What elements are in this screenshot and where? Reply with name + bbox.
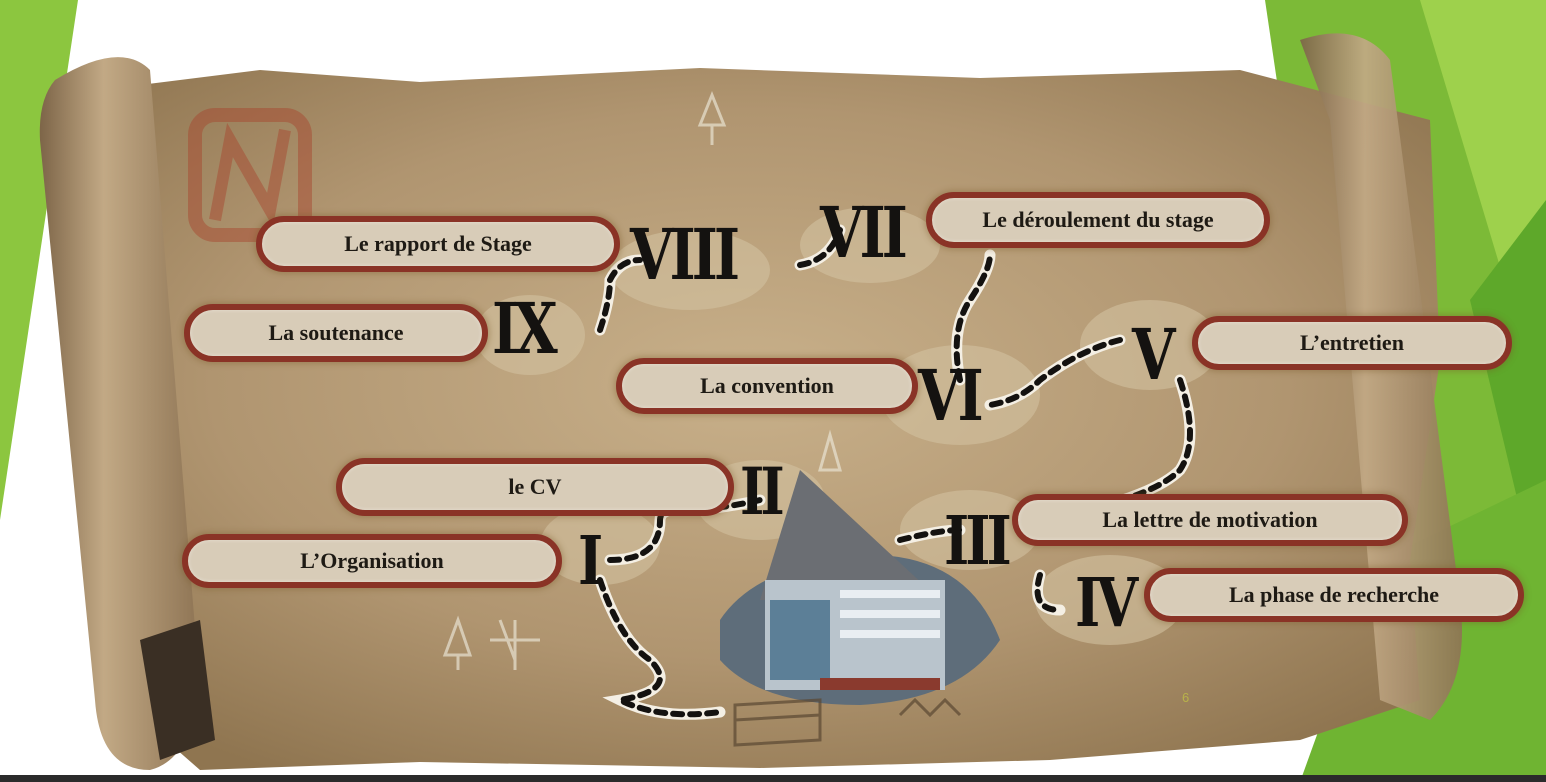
building-photo — [720, 470, 1000, 705]
step-label-deroulement-stage[interactable]: Le déroulement du stage — [926, 192, 1270, 248]
page-number: 6 — [1182, 690, 1190, 705]
bottom-bar — [0, 775, 1546, 782]
step-numeral-ix: IX — [492, 288, 558, 371]
step-label-entretien[interactable]: L’entretien — [1192, 316, 1512, 370]
step-numeral-v: V — [1132, 314, 1175, 397]
step-numeral-viii: VIII — [630, 214, 740, 297]
step-numeral-vi: VI — [918, 355, 984, 438]
step-numeral-iii: III — [944, 500, 1012, 580]
step-numeral-iv: IV — [1075, 562, 1138, 642]
step-label-phase-recherche[interactable]: La phase de recherche — [1144, 568, 1524, 622]
scroll-roll-right — [1300, 33, 1462, 721]
compass-icon — [188, 108, 312, 242]
step-numeral-ii: II — [740, 454, 785, 531]
step-label-rapport-stage[interactable]: Le rapport de Stage — [256, 216, 620, 272]
step-label-organisation[interactable]: L’Organisation — [182, 534, 562, 588]
step-numeral-i: I — [578, 520, 603, 600]
step-label-lettre-motivation[interactable]: La lettre de motivation — [1012, 494, 1408, 546]
step-label-cv[interactable]: le CV — [336, 458, 734, 516]
treasure-chest-icon — [733, 697, 962, 747]
step-numeral-vii: VII — [820, 192, 908, 275]
scroll-roll-left — [39, 57, 200, 770]
step-label-soutenance[interactable]: La soutenance — [184, 304, 488, 362]
step-label-convention[interactable]: La convention — [616, 358, 918, 414]
